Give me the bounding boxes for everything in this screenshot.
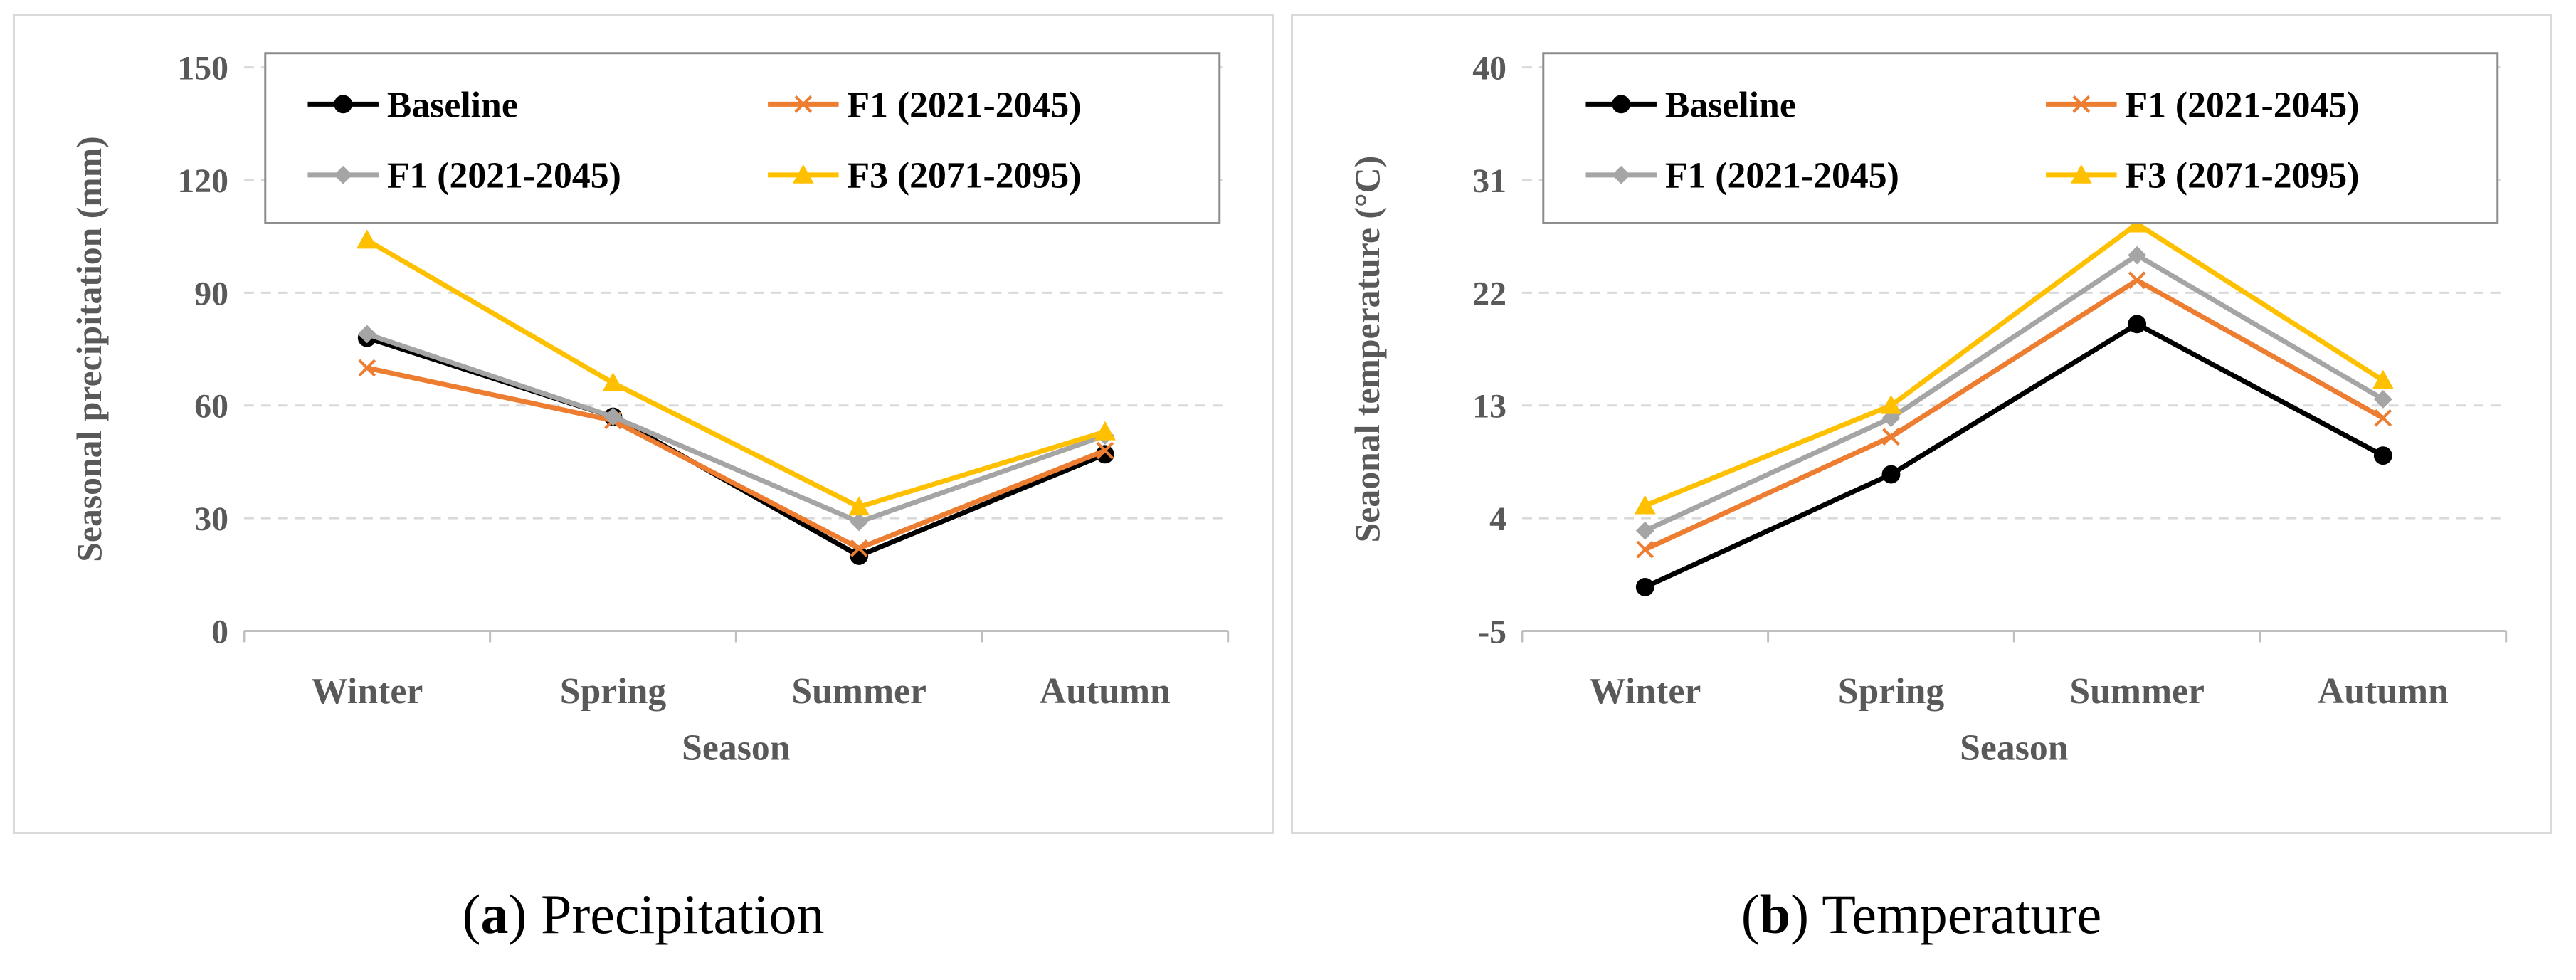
legend-label: Baseline (1665, 85, 1796, 125)
y-tick-label: 30 (194, 500, 228, 538)
x-tick-label: Spring (560, 671, 667, 712)
y-tick-label: 22 (1472, 275, 1506, 312)
legend-label: F1 (2021-2045) (848, 85, 1082, 125)
legend-label: F1 (2021-2045) (1665, 156, 1899, 196)
series-line (366, 365, 1107, 551)
y-tick-label: 31 (1472, 162, 1506, 200)
legend-swatch-marker (2072, 95, 2091, 113)
x-tick-label: Summer (2069, 671, 2205, 712)
series-line (1644, 221, 2385, 508)
legend-swatch-marker (2070, 164, 2092, 184)
x-axis-title: Season (682, 728, 790, 769)
data-point (356, 229, 378, 249)
data-point (1635, 521, 1654, 540)
legend-label: Baseline (387, 85, 518, 125)
data-point (1635, 577, 1654, 596)
data-point (1634, 495, 1656, 515)
data-point (1096, 441, 1114, 460)
data-point (1880, 394, 1902, 414)
temperature-chart: -5 4 13 22 31 40 Winter Spring Summer Autumn Seaso… (1348, 50, 2508, 769)
series-line (366, 238, 1106, 510)
x-tick-label: Spring (1838, 671, 1945, 712)
precipitation-chart: 0 30 60 90 120 150 Winter Spring Summer Autumn Sea… (70, 50, 1230, 769)
y-tick-label: 60 (194, 388, 228, 426)
x-axis-title: Season (1960, 728, 2068, 769)
series-line (1644, 253, 2385, 533)
data-point (2128, 271, 2146, 290)
y-tick-label: -5 (1478, 613, 1506, 650)
y-tick-label: 90 (194, 275, 228, 312)
x-tick-label: Winter (1589, 671, 1701, 712)
data-point (1881, 465, 1901, 484)
data-point (2128, 315, 2147, 334)
data-point (1882, 428, 1900, 446)
legend-swatch-marker (334, 95, 353, 114)
data-point (358, 359, 376, 377)
legend-label: F3 (2071-2095) (2126, 156, 2360, 196)
x-tick-label: Autumn (2318, 671, 2449, 712)
data-point (1095, 445, 1114, 464)
data-point (2374, 409, 2392, 427)
y-tick-label: 120 (177, 162, 228, 200)
data-point (2373, 390, 2392, 409)
legend-box (1542, 52, 2499, 224)
y-tick-label: 4 (1489, 500, 1506, 538)
series-line (1644, 278, 2385, 552)
data-point (2372, 369, 2394, 389)
legend-box (264, 52, 1221, 224)
data-point (2373, 446, 2392, 465)
y-tick-label: 150 (177, 50, 228, 88)
x-tick-label: Winter (311, 671, 423, 712)
legend-swatch-marker (794, 95, 813, 113)
data-point (1094, 421, 1116, 441)
temperature-chart-panel: -5 4 13 22 31 40 Winter Spring Summer Autumn Seaso… (1291, 14, 2552, 834)
caption-b-letter: b (1759, 883, 1791, 945)
y-axis-title: Seasonal precipitation (mm) (70, 136, 109, 562)
caption-a-text: Precipitation (540, 883, 825, 945)
legend-swatch-marker (1612, 95, 1631, 114)
caption-b: (b) Temperature (1741, 883, 2102, 945)
legend-swatch-marker (1612, 165, 1631, 184)
legend-swatch-marker (792, 164, 814, 184)
data-point (2128, 246, 2147, 265)
series-line (1644, 321, 2385, 590)
data-point (850, 512, 869, 532)
caption-b-text: Temperature (1822, 883, 2102, 945)
y-tick-label: 40 (1472, 50, 1506, 88)
x-tick-label: Summer (791, 671, 927, 712)
x-tick-label: Autumn (1040, 671, 1171, 712)
data-point (850, 539, 868, 557)
legend-swatch-marker (334, 165, 353, 184)
y-tick-label: 0 (211, 613, 228, 650)
series-line (366, 332, 1107, 525)
legend-label: F1 (2021-2045) (2126, 85, 2360, 125)
data-point (602, 372, 624, 392)
legend-label: F1 (2021-2045) (387, 156, 621, 196)
legend-label: F3 (2071-2095) (848, 156, 1082, 196)
data-point (848, 496, 870, 516)
y-axis-title: Seaonal temperature (°C) (1348, 156, 1387, 543)
caption-a: (a) Precipitation (462, 883, 825, 945)
precipitation-chart-panel: 0 30 60 90 120 150 Winter Spring Summer Autumn Sea… (13, 14, 1274, 834)
y-tick-label: 13 (1472, 388, 1506, 426)
data-point (1636, 540, 1654, 559)
caption-a-letter: a (480, 883, 509, 945)
data-point (1881, 409, 1901, 428)
